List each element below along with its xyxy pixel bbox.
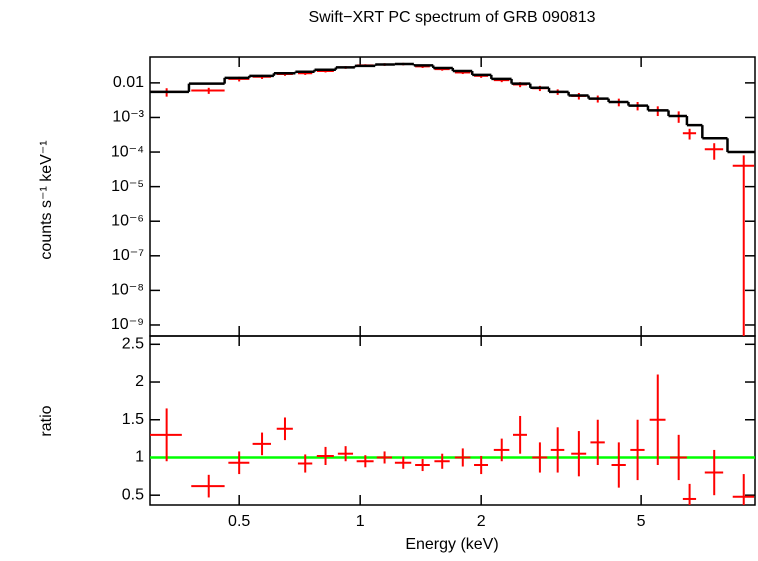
y-tick-label: 10⁻⁶ xyxy=(111,212,144,229)
y-axis-label: counts s⁻¹ keV⁻¹ xyxy=(38,140,55,259)
y-tick-label: 10⁻⁸ xyxy=(111,282,144,299)
y-tick-label: 0.5 xyxy=(122,486,144,503)
y-tick-label: 10⁻⁴ xyxy=(111,143,144,160)
x-tick-label: 0.5 xyxy=(228,513,250,530)
bottom-frame xyxy=(149,335,756,506)
x-tick-label: 2 xyxy=(477,513,486,530)
y-tick-label: 0.01 xyxy=(113,74,144,91)
y-tick-label: 10⁻⁵ xyxy=(111,178,144,195)
y-tick-label: 2.5 xyxy=(122,336,144,353)
y-tick-label: 10⁻⁷ xyxy=(112,247,144,264)
y-tick-label: 10⁻³ xyxy=(112,109,144,126)
y-tick-label: 1 xyxy=(135,449,144,466)
top-frame xyxy=(149,56,756,337)
x-tick-label: 1 xyxy=(356,513,365,530)
y-tick-label: 2 xyxy=(135,373,144,390)
y-tick-label: 1.5 xyxy=(122,411,144,428)
y-tick-label: 10⁻⁹ xyxy=(111,316,144,333)
x-axis-label: Energy (keV) xyxy=(405,536,498,553)
x-tick-label: 5 xyxy=(637,513,646,530)
y-axis-label: ratio xyxy=(38,405,55,436)
chart-title: Swift−XRT PC spectrum of GRB 090813 xyxy=(308,9,595,26)
